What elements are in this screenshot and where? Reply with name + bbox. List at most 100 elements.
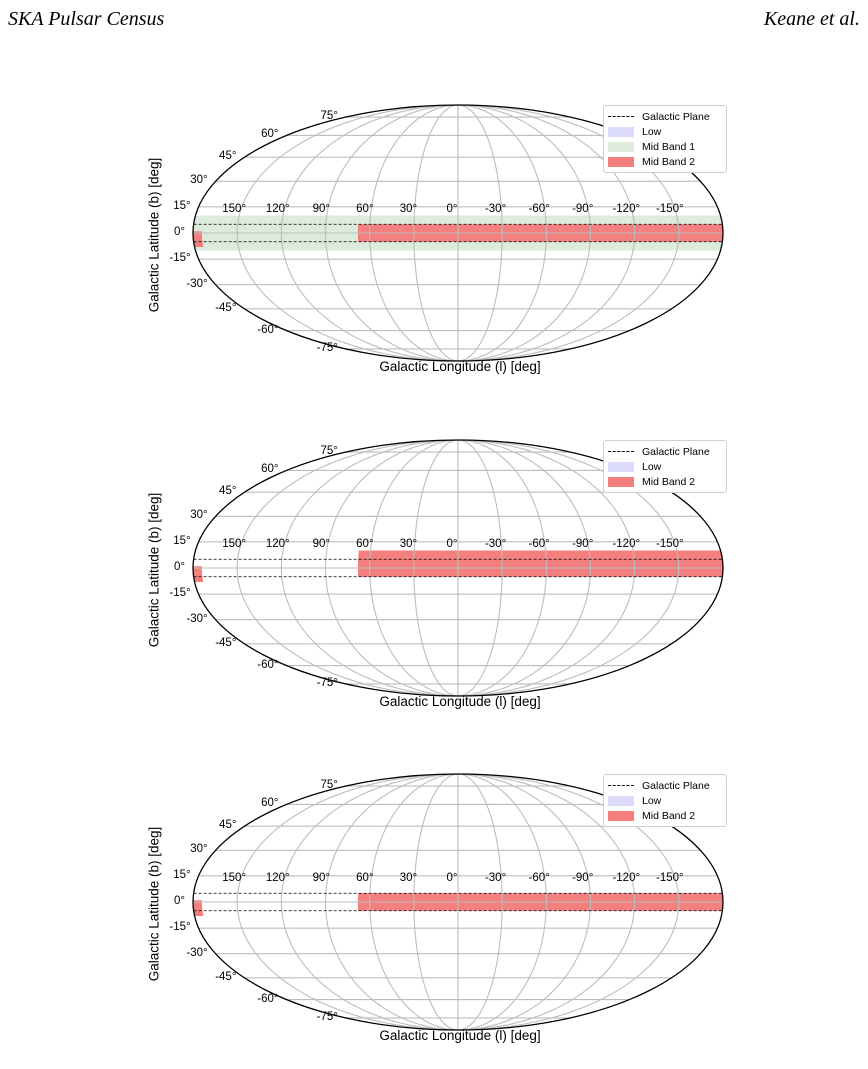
region-mid-band-2-edge xyxy=(193,231,204,248)
legend-item: Galactic Plane xyxy=(608,778,722,793)
sky-map-svg xyxy=(192,773,724,1031)
latitude-tick-label: 45° xyxy=(219,485,237,498)
running-header-authors: Keane et al. xyxy=(763,8,860,30)
latitude-tick-label: -45° xyxy=(215,636,237,649)
meridian-line xyxy=(324,773,459,1031)
meridian-line xyxy=(369,104,459,362)
legend-swatch xyxy=(608,461,634,472)
latitude-tick-label: 60° xyxy=(261,128,279,141)
meridian-line xyxy=(457,773,503,1031)
legend: Galactic Plane Low Mid Band 2 xyxy=(603,440,727,493)
latitude-tick-label: -60° xyxy=(257,658,279,671)
sky-map-svg xyxy=(192,439,724,697)
longitude-tick-label: -90° xyxy=(572,872,594,884)
legend-swatch xyxy=(608,810,634,821)
meridian-line xyxy=(280,104,459,362)
meridian-line xyxy=(457,439,503,697)
longitude-tick-label: -150° xyxy=(656,203,684,215)
longitude-tick-label: 30° xyxy=(399,538,418,550)
longitude-tick-label: 0° xyxy=(446,872,458,884)
longitude-tick-label: 120° xyxy=(265,203,290,215)
sky-map-panel-1: 75° 60° 45° 30° 15° 0° -15° -30° -45° -60° -75° 150… xyxy=(140,85,740,385)
legend: Galactic Plane Low Mid Band 1 Mid Band 2 xyxy=(603,105,727,173)
longitude-tick-label: 60° xyxy=(356,872,374,884)
latitude-tick-label: 45° xyxy=(219,150,237,163)
legend-item: Low xyxy=(608,124,722,139)
meridian-line xyxy=(324,104,459,362)
latitude-tick-label: -15° xyxy=(169,252,191,265)
latitude-tick-label: 45° xyxy=(219,819,237,832)
meridian-line xyxy=(236,104,459,362)
graticule xyxy=(193,773,723,1031)
legend-label: Mid Band 2 xyxy=(642,809,696,822)
meridian-line xyxy=(236,773,459,1031)
longitude-tick-label: 90° xyxy=(312,203,330,215)
longitude-tick-label: 150° xyxy=(222,538,247,550)
longitude-tick-label: -150° xyxy=(656,538,684,550)
legend-swatch xyxy=(608,126,634,137)
legend-label: Galactic Plane xyxy=(642,110,710,123)
map-outline xyxy=(192,104,724,362)
meridian-line xyxy=(413,773,459,1031)
meridian-line xyxy=(369,439,459,697)
sky-map-panel-3: 75° 60° 45° 30° 15° 0° -15° -30° -45° -60° -75° 150… xyxy=(140,754,740,1054)
latitude-tick-label: -45° xyxy=(215,970,237,983)
legend-swatch xyxy=(608,795,634,806)
y-axis-label-text: Galactic Latitude (b) [deg] xyxy=(146,157,162,313)
latitude-tick-label: -15° xyxy=(169,921,191,934)
graticule xyxy=(193,439,723,697)
latitude-tick-label: 15° xyxy=(173,868,191,881)
meridian-line xyxy=(457,439,592,697)
legend-item: Low xyxy=(608,793,722,808)
longitude-tick-label: 30° xyxy=(399,203,418,215)
meridian-line xyxy=(457,104,680,362)
meridian-line xyxy=(457,773,547,1031)
meridian-line xyxy=(280,439,459,697)
longitude-tick-label: -90° xyxy=(572,538,594,550)
legend-label: Mid Band 2 xyxy=(642,475,696,488)
legend-item: Galactic Plane xyxy=(608,444,722,459)
meridian-line xyxy=(457,104,636,362)
latitude-tick-label: 0° xyxy=(174,895,185,907)
longitude-tick-label: -30° xyxy=(484,538,507,550)
latitude-tick-label: 60° xyxy=(261,797,279,810)
latitude-tick-label: -75° xyxy=(316,341,338,354)
longitude-tick-label: -90° xyxy=(572,203,594,215)
latitude-tick-label: 0° xyxy=(174,561,185,573)
longitude-tick-label: -120° xyxy=(612,538,641,550)
legend-swatch xyxy=(608,156,634,167)
legend-swatch-dashed-line xyxy=(608,785,634,786)
legend-label: Galactic Plane xyxy=(642,779,710,792)
longitude-tick-label: 150° xyxy=(222,872,247,884)
latitude-tick-label: 60° xyxy=(261,463,279,476)
latitude-tick-label: -75° xyxy=(316,1010,338,1023)
meridian-line xyxy=(457,104,547,362)
latitude-tick-label: 75° xyxy=(320,779,338,792)
latitude-tick-label: 15° xyxy=(173,534,191,547)
legend: Galactic Plane Low Mid Band 2 xyxy=(603,774,727,827)
legend-item: Mid Band 2 xyxy=(608,474,722,489)
meridian-line xyxy=(457,104,503,362)
meridian-line xyxy=(457,773,592,1031)
legend-swatch-dashed-line xyxy=(608,116,634,117)
longitude-tick-label: -30° xyxy=(484,872,507,884)
latitude-tick-label: 30° xyxy=(190,509,208,522)
legend-item: Galactic Plane xyxy=(608,109,722,124)
x-axis-label: Galactic Longitude (l) [deg] xyxy=(379,1028,541,1043)
x-axis-label: Galactic Longitude (l) [deg] xyxy=(379,359,541,374)
longitude-tick-label: 30° xyxy=(399,872,418,884)
legend-swatch-dashed-line xyxy=(608,451,634,452)
longitude-tick-label: 60° xyxy=(356,203,374,215)
latitude-tick-label: -30° xyxy=(186,946,208,959)
meridian-line xyxy=(280,773,459,1031)
legend-item: Mid Band 2 xyxy=(608,808,722,823)
y-axis-label-text: Galactic Latitude (b) [deg] xyxy=(146,826,162,982)
meridian-line xyxy=(324,439,459,697)
longitude-tick-label: 90° xyxy=(312,872,330,884)
meridian-line xyxy=(457,439,547,697)
meridian-line xyxy=(457,773,636,1031)
longitude-tick-label: 120° xyxy=(265,872,290,884)
meridian-line xyxy=(369,773,459,1031)
latitude-tick-label: 0° xyxy=(174,226,185,238)
graticule xyxy=(193,104,723,362)
